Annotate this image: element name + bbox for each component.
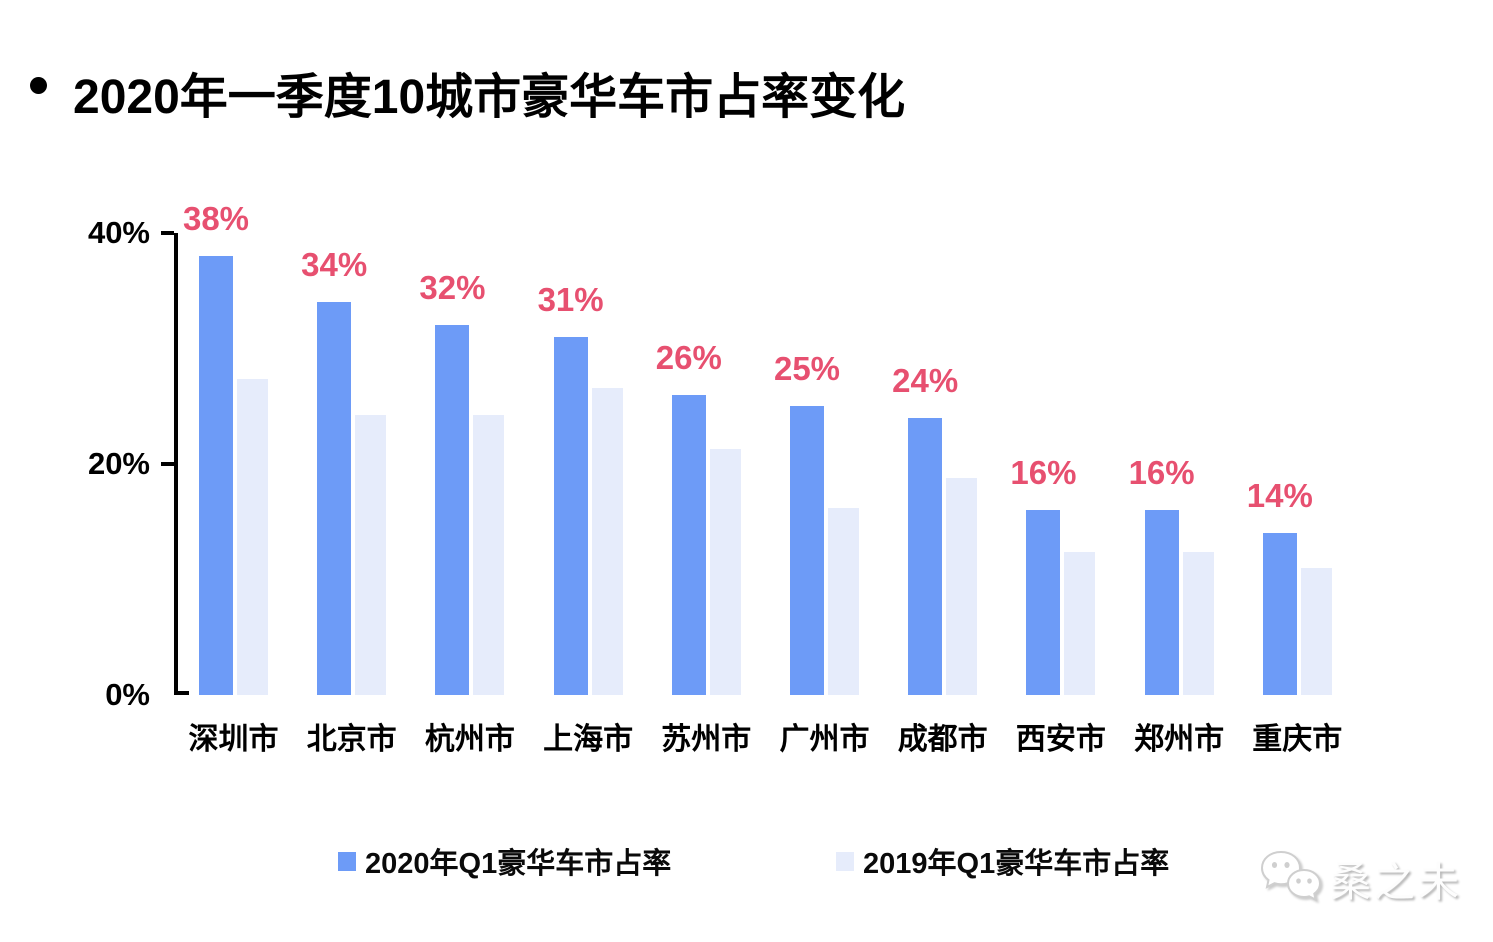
page-title: 2020年一季度10城市豪华车市占率变化	[73, 71, 906, 124]
bar-2020-深圳市	[199, 256, 233, 695]
bar-2020-北京市	[317, 302, 352, 695]
x-axis-label-上海市: 上海市	[543, 723, 634, 756]
bar-2020-成都市	[908, 417, 943, 695]
x-axis-label-西安市: 西安市	[1015, 723, 1106, 756]
legend-label-2019: 2019年Q1豪华车市占率	[863, 848, 1170, 880]
data-label-北京市: 34%	[301, 246, 368, 284]
data-label-重庆市: 14%	[1246, 477, 1313, 515]
data-label-西安市: 16%	[1010, 454, 1077, 492]
wechat-icon	[1260, 850, 1322, 902]
legend-label-2020: 2020年Q1豪华车市占率	[365, 848, 672, 880]
bar-2020-西安市	[1026, 510, 1061, 695]
bar-2019-西安市	[1064, 551, 1096, 695]
data-label-上海市: 31%	[537, 280, 604, 318]
y-axis-tick	[178, 691, 189, 695]
data-label-苏州市: 26%	[655, 338, 722, 376]
bar-2019-北京市	[355, 415, 387, 695]
bar-2020-杭州市	[435, 325, 470, 695]
x-axis-label-广州市: 广州市	[779, 723, 870, 756]
y-axis-tick-label: 40%	[87, 215, 150, 250]
bar-2020-苏州市	[671, 394, 706, 695]
bar-2020-广州市	[790, 406, 824, 695]
watermark-text: 桑之未	[1330, 859, 1462, 905]
data-label-郑州市: 16%	[1128, 454, 1195, 492]
bar-2019-杭州市	[473, 415, 505, 695]
bar-2019-成都市	[946, 477, 978, 695]
bar-2019-深圳市	[237, 378, 268, 695]
x-axis-label-深圳市: 深圳市	[188, 723, 279, 756]
bar-2020-重庆市	[1262, 533, 1297, 695]
data-label-成都市: 24%	[892, 361, 959, 399]
bar-2019-郑州市	[1182, 551, 1214, 695]
x-axis-label-成都市: 成都市	[897, 723, 988, 756]
bar-2019-广州市	[828, 507, 859, 695]
bar-2019-上海市	[591, 387, 623, 695]
legend-item-2020: 2020年Q1豪华车市占率	[338, 843, 672, 880]
x-axis-label-郑州市: 郑州市	[1134, 723, 1225, 756]
title-bullet-icon	[30, 77, 47, 94]
data-label-杭州市: 32%	[419, 269, 486, 307]
bar-2019-重庆市	[1300, 567, 1332, 695]
legend-swatch-2019	[836, 851, 854, 871]
x-axis-label-北京市: 北京市	[306, 723, 397, 756]
y-axis-tick	[161, 231, 174, 235]
legend-item-2019: 2019年Q1豪华车市占率	[836, 843, 1170, 880]
y-axis-tick-label: 0%	[105, 677, 150, 712]
y-axis-line	[174, 233, 178, 695]
watermark: 桑之未	[1258, 848, 1462, 908]
bar-2020-郑州市	[1144, 510, 1179, 695]
legend-swatch-2020	[338, 851, 356, 871]
data-label-深圳市: 38%	[182, 200, 250, 238]
y-axis-tick-label: 20%	[87, 446, 150, 481]
x-axis-label-苏州市: 苏州市	[661, 723, 752, 756]
data-label-广州市: 25%	[773, 350, 841, 388]
y-axis-tick	[161, 462, 174, 466]
x-axis-label-重庆市: 重庆市	[1252, 723, 1343, 756]
bar-2019-苏州市	[709, 448, 741, 695]
x-axis-label-杭州市: 杭州市	[424, 723, 515, 756]
bar-2020-上海市	[553, 336, 588, 695]
